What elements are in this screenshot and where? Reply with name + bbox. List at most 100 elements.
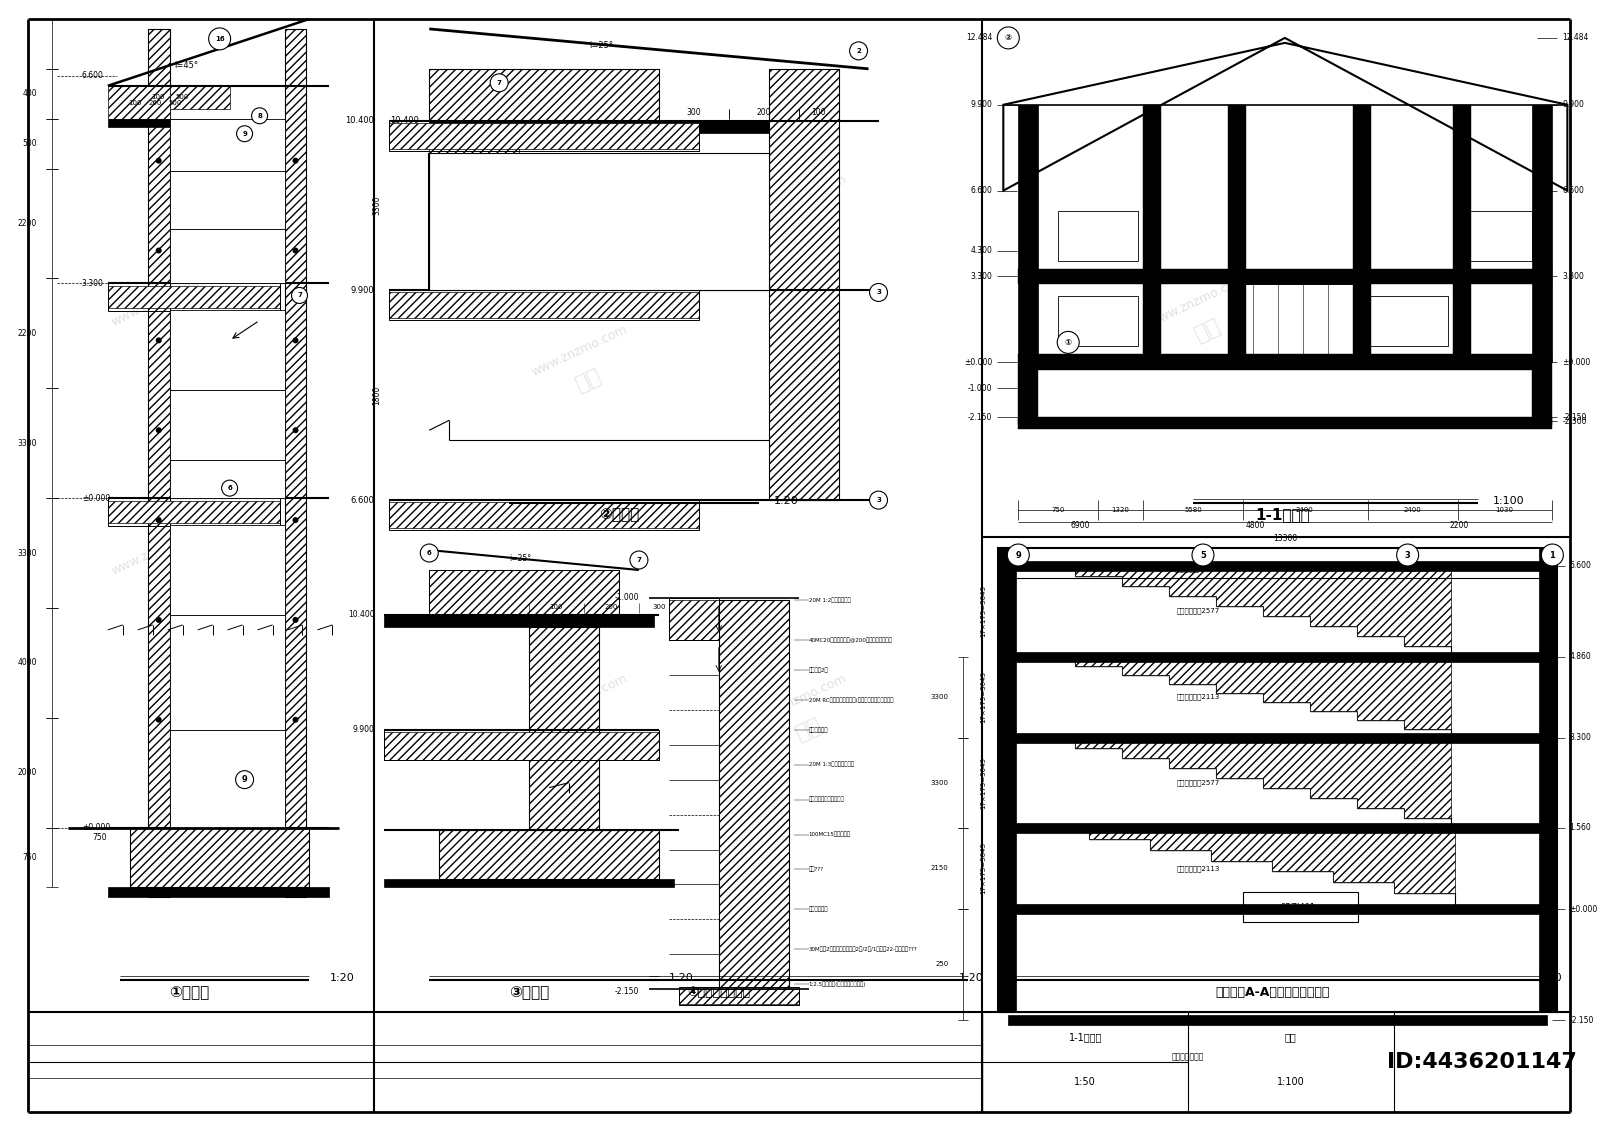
Polygon shape: [530, 627, 598, 829]
Text: 毛石???: 毛石???: [808, 866, 824, 872]
Text: 3: 3: [1405, 551, 1411, 560]
Text: ②: ②: [1005, 34, 1011, 42]
Text: 12.484: 12.484: [1562, 34, 1589, 42]
Text: 400: 400: [22, 89, 37, 98]
Polygon shape: [669, 599, 718, 640]
Text: 2200: 2200: [18, 329, 37, 338]
Bar: [429, 69, 659, 121]
Text: -1.000: -1.000: [968, 383, 992, 392]
Circle shape: [293, 248, 299, 253]
Text: www.znzmo.com: www.znzmo.com: [530, 672, 629, 728]
Circle shape: [155, 428, 162, 433]
Text: www.znzmo.com: www.znzmo.com: [530, 322, 629, 379]
Text: 6900: 6900: [1070, 520, 1090, 529]
Text: 100: 100: [128, 100, 141, 106]
Polygon shape: [389, 293, 699, 319]
Text: 防水卷材2道: 防水卷材2道: [808, 667, 829, 673]
Circle shape: [869, 491, 888, 509]
Text: 知末: 知末: [154, 316, 186, 345]
Text: 500: 500: [174, 94, 189, 100]
Text: 2200: 2200: [1450, 520, 1469, 529]
Text: www.znzmo.com: www.znzmo.com: [1147, 672, 1248, 728]
Circle shape: [490, 74, 509, 92]
Text: 1:20: 1:20: [669, 974, 694, 983]
Circle shape: [869, 284, 888, 302]
Text: 2: 2: [856, 48, 861, 54]
Bar: [1008, 905, 1547, 914]
Text: 踏步踏步中距2113: 踏步踏步中距2113: [1176, 693, 1219, 700]
Circle shape: [293, 337, 299, 344]
Text: ±0.000: ±0.000: [965, 357, 992, 366]
Circle shape: [1192, 544, 1214, 566]
Text: 3300: 3300: [931, 779, 949, 786]
Circle shape: [155, 337, 162, 344]
Circle shape: [237, 126, 253, 141]
Bar: [1539, 549, 1557, 1012]
Bar: [107, 284, 280, 311]
Bar: [1368, 296, 1448, 346]
Bar: [429, 121, 829, 132]
Polygon shape: [1029, 566, 1451, 657]
Bar: [998, 549, 1016, 1012]
Bar: [1008, 822, 1547, 832]
Text: -2.300: -2.300: [1562, 416, 1587, 425]
Bar: [1227, 105, 1246, 362]
Text: 9.900: 9.900: [971, 101, 992, 110]
Text: 5: 5: [1200, 551, 1206, 560]
Text: 2400: 2400: [1296, 507, 1314, 513]
Text: www.znzmo.com: www.znzmo.com: [749, 173, 850, 228]
Bar: [530, 627, 598, 829]
Text: ±0.000: ±0.000: [82, 823, 110, 832]
Text: 8: 8: [258, 113, 262, 119]
Circle shape: [155, 717, 162, 723]
Text: 17×175=3043: 17×175=3043: [981, 585, 986, 637]
Text: 3.300: 3.300: [82, 279, 104, 288]
Bar: [998, 549, 1557, 1012]
Text: -2.150: -2.150: [614, 986, 638, 995]
Bar: [170, 615, 285, 729]
Bar: [1453, 210, 1533, 260]
Bar: [384, 615, 654, 627]
Text: 9.900: 9.900: [1562, 101, 1584, 110]
Bar: [440, 829, 659, 880]
Text: ①大样图: ①大样图: [170, 985, 210, 1000]
Circle shape: [251, 107, 267, 123]
Circle shape: [997, 27, 1019, 49]
Text: 10.400: 10.400: [390, 116, 419, 126]
Polygon shape: [1029, 828, 1454, 909]
Text: 9.900: 9.900: [352, 725, 374, 734]
Text: 知末: 知末: [1192, 715, 1224, 744]
Text: 6: 6: [227, 485, 232, 491]
Bar: [429, 153, 768, 291]
Polygon shape: [130, 828, 309, 888]
Text: 全生 全平: 全生 全平: [1406, 563, 1429, 572]
Text: 750: 750: [22, 853, 37, 862]
Circle shape: [293, 157, 299, 164]
Polygon shape: [107, 286, 280, 309]
Text: 10.400: 10.400: [346, 116, 374, 126]
Text: www.znzmo.com: www.znzmo.com: [109, 273, 210, 328]
Text: 2400: 2400: [1403, 507, 1421, 513]
Text: 1:20: 1:20: [774, 497, 798, 506]
Text: 1:50: 1:50: [1074, 1077, 1096, 1087]
Text: 200: 200: [757, 109, 771, 118]
Text: 2150: 2150: [931, 865, 949, 872]
Bar: [389, 291, 699, 320]
Text: 永天第二制图室: 永天第二制图室: [1171, 1053, 1205, 1062]
Polygon shape: [768, 69, 838, 500]
Text: 比例: 比例: [1285, 1033, 1296, 1042]
Circle shape: [630, 551, 648, 569]
Text: 3300: 3300: [931, 693, 949, 700]
Text: 1:20: 1:20: [330, 974, 354, 983]
Text: 知末: 知末: [792, 216, 826, 245]
Polygon shape: [384, 732, 659, 760]
Text: 知末: 知末: [573, 365, 605, 395]
Text: 1:50: 1:50: [1538, 974, 1562, 983]
Text: 750: 750: [93, 834, 107, 843]
Circle shape: [1541, 544, 1563, 566]
Circle shape: [291, 287, 307, 303]
Text: 17×175=3043: 17×175=3043: [981, 757, 986, 809]
Text: 3300: 3300: [18, 439, 37, 448]
Text: 9BZJ401: 9BZJ401: [1280, 903, 1315, 912]
Bar: [384, 880, 674, 888]
